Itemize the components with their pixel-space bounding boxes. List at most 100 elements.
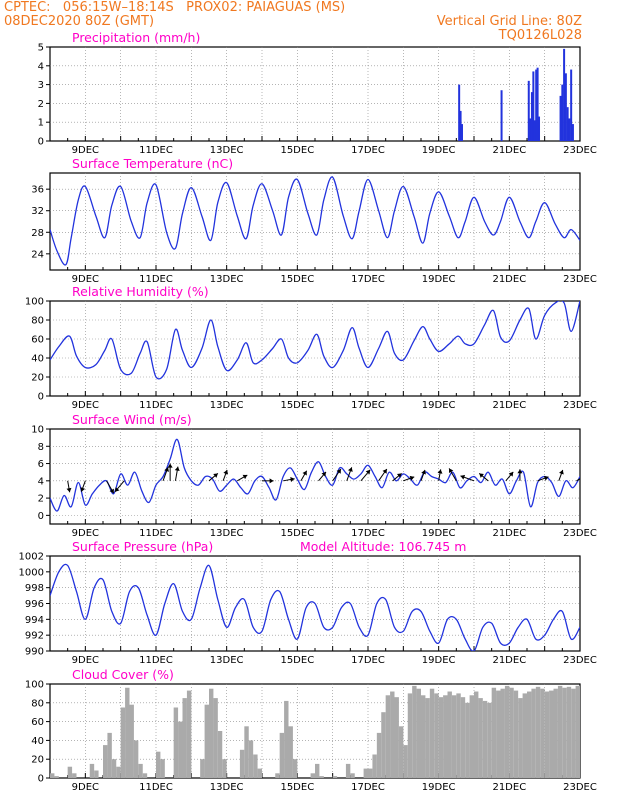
temp-xtick-label: 11DEC <box>139 274 173 285</box>
cloud-bar <box>531 688 536 778</box>
cloud-bar <box>438 697 444 778</box>
wind-vector <box>237 474 248 482</box>
pressure-title: Surface Pressure (hPa) <box>72 539 213 554</box>
cloud-bar <box>257 768 262 778</box>
wind-vector <box>537 475 549 482</box>
precip-bar <box>561 84 564 141</box>
cloud-bar <box>544 691 550 778</box>
cloud-xtick-label: 9DEC <box>72 782 99 793</box>
cloud-bar <box>522 693 527 778</box>
rh-xtick-label: 17DEC <box>351 400 385 411</box>
precip-ytick-label: 3 <box>38 80 44 91</box>
wind-xtick-label: 13DEC <box>210 528 244 539</box>
rh-data <box>50 301 580 380</box>
wind-vector <box>378 468 388 482</box>
cloud-bar <box>407 693 413 778</box>
cloud-bar <box>575 685 580 778</box>
temp-ytick-label: 28 <box>31 228 44 239</box>
temp-xtick-label: 23DEC <box>563 274 597 285</box>
wind-xtick-label: 15DEC <box>280 528 314 539</box>
cloud-bar <box>133 740 139 778</box>
cloud-xtick-label: 21DEC <box>492 782 526 793</box>
pressure-xtick-label: 23DEC <box>563 655 597 666</box>
precip-bar <box>570 69 573 141</box>
temp-title: Surface Temperature (nC) <box>72 156 233 171</box>
cloud-bar <box>310 773 315 778</box>
precip-xtick-label: 21DEC <box>492 145 526 156</box>
precip-bar <box>559 95 562 141</box>
wind-vector <box>460 474 475 482</box>
precip-xtick-label: 9DEC <box>72 145 99 156</box>
cloud-data <box>50 685 580 778</box>
precip-xtick-label: 17DEC <box>351 145 385 156</box>
cloud-bar <box>425 698 430 778</box>
cloud-ytick-label: 60 <box>31 717 44 728</box>
precip-title: Precipitation (mm/h) <box>72 30 200 45</box>
cloud-bar <box>72 773 77 778</box>
cloud-bar <box>460 697 466 778</box>
wind-vector <box>174 466 180 481</box>
cloud-bar <box>465 702 470 778</box>
precip-xtick-label: 19DEC <box>422 145 456 156</box>
cloud-bar <box>381 712 386 778</box>
panel-temp: 24 28 32 36 9DEC 11DEC 13DEC 15DEC 17DEC 19DEC 21D… <box>31 156 597 285</box>
precip-ytick-label: 1 <box>38 118 44 129</box>
cloud-bar <box>182 698 187 778</box>
cloud-bar <box>200 759 205 778</box>
cloud-xtick-label: 11DEC <box>139 782 173 793</box>
wind-title: Surface Wind (m/s) <box>72 412 192 427</box>
cloud-bar <box>116 766 121 778</box>
cloud-bar <box>204 704 209 778</box>
temp-xtick-label: 21DEC <box>492 274 526 285</box>
precip-bar <box>530 92 533 141</box>
rh-xtick-label: 15DEC <box>280 400 314 411</box>
cloud-bar <box>142 773 148 778</box>
cloud-bar <box>186 690 192 778</box>
cloud-bar <box>456 693 461 778</box>
pressure-subtitle: Model Altitude: 106.745 m <box>300 539 466 554</box>
cloud-ytick-label: 100 <box>25 680 44 691</box>
cloud-xtick-label: 15DEC <box>280 782 314 793</box>
cloud-xtick-label: 19DEC <box>422 782 456 793</box>
precip-bar <box>458 84 461 141</box>
cloud-bar <box>350 773 355 778</box>
precip-frame <box>49 46 581 142</box>
temp-xtick-label: 9DEC <box>72 274 99 285</box>
cloud-bar <box>173 707 179 778</box>
cloud-bar <box>138 763 143 778</box>
wind-vector <box>360 469 371 482</box>
cloud-bar <box>390 691 395 778</box>
precip-ytick-label: 2 <box>38 99 44 110</box>
panel-precip: 0 1 2 3 4 5 9DEC 11DEC 13DEC 15DEC 17DEC 19DEC 21DEC… <box>38 30 597 156</box>
cloud-bar <box>239 749 245 778</box>
cloud-bar <box>451 695 457 778</box>
precip-xtick-label: 11DEC <box>139 145 173 156</box>
cloud-bar <box>213 698 218 778</box>
wind-vector <box>106 480 115 494</box>
cloud-bar <box>54 776 59 778</box>
wind-vector <box>448 468 457 482</box>
cloud-bar <box>491 687 497 778</box>
cloud-bar <box>504 685 510 778</box>
rh-xtick-label: 21DEC <box>492 400 526 411</box>
wind-vector <box>392 472 402 482</box>
wind-series-line <box>50 438 580 512</box>
pressure-xtick-label: 13DEC <box>210 655 244 666</box>
wind-vector <box>332 468 342 482</box>
cloud-bar <box>156 751 161 778</box>
precip-xtick-label: 15DEC <box>280 145 314 156</box>
cloud-bar <box>94 770 99 778</box>
cloud-bar <box>107 732 112 778</box>
precip-bar <box>529 118 532 141</box>
wind-vector <box>420 469 426 481</box>
pressure-xtick-label: 19DEC <box>422 655 456 666</box>
cloud-bar <box>89 763 95 778</box>
cloud-bar <box>332 776 338 778</box>
precip-data <box>458 48 574 141</box>
rh-title: Relative Humidity (%) <box>72 284 209 299</box>
precip-bar <box>532 71 535 141</box>
cloud-bar <box>412 685 417 778</box>
rh-ytick-label: 60 <box>31 335 44 346</box>
wind-vector <box>403 475 415 482</box>
